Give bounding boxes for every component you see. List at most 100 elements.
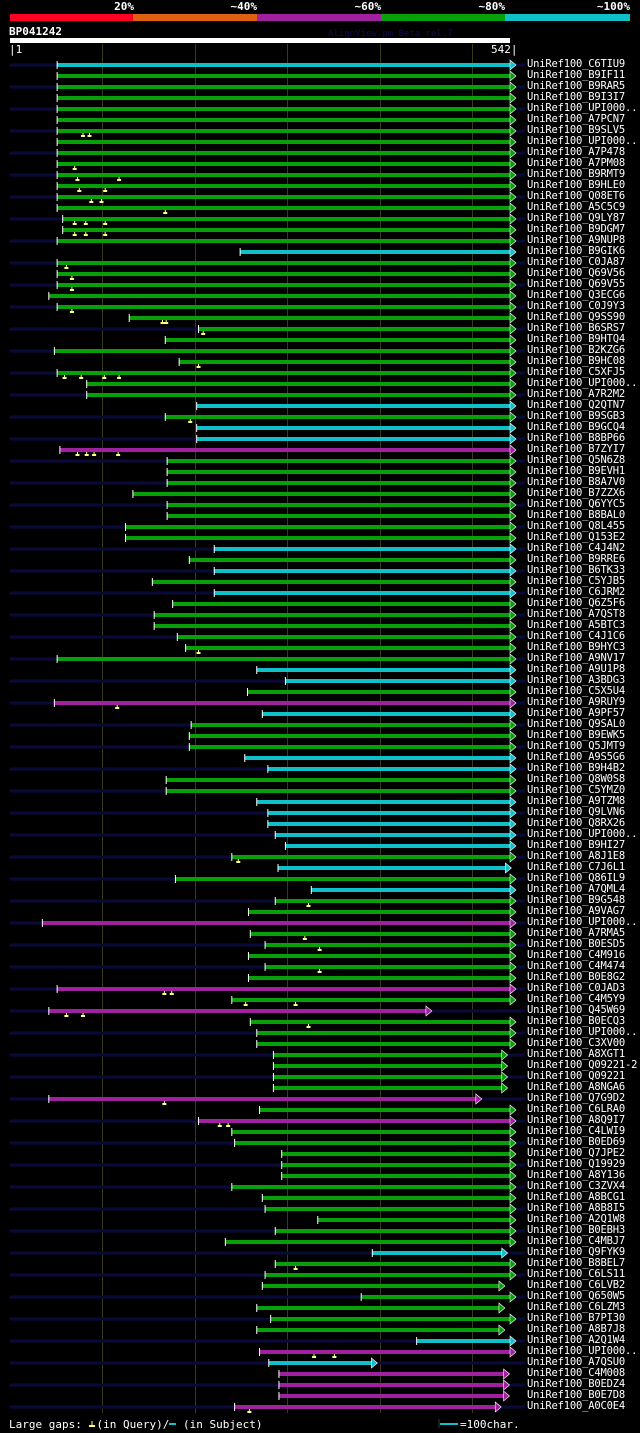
hit-label[interactable]: UniRef100_A2Q1W4 (527, 1334, 625, 1346)
hit-label[interactable]: UniRef100_A2Q1W8 (527, 1213, 625, 1225)
hit-label[interactable]: UniRef100_B7ZYI7 (527, 443, 625, 455)
hit-label[interactable]: UniRef100_Q86IL9 (527, 872, 625, 884)
hit-label[interactable]: UniRef100_Q7JPE2 (527, 1147, 625, 1159)
hit-label[interactable]: UniRef100_Q9LVN6 (527, 806, 625, 818)
hit-label[interactable]: UniRef100_C0J9Y3 (527, 300, 625, 312)
hit-label[interactable]: UniRef100_Q9SS90 (527, 311, 625, 323)
hit-label[interactable]: UniRef100_C6LS11 (527, 1268, 625, 1280)
hit-label[interactable]: UniRef100_B9GIK6 (527, 245, 625, 257)
hit-label[interactable]: UniRef100_Q69V56 (527, 267, 625, 279)
hit-label[interactable]: UniRef100_C5X5U4 (527, 685, 625, 697)
hit-label[interactable]: UniRef100_B9HC08 (527, 355, 625, 367)
hit-label[interactable]: UniRef100_C5XFJ5 (527, 366, 625, 378)
hit-label[interactable]: UniRef100_A5C5C9 (527, 201, 625, 213)
hit-label[interactable]: UniRef100_B8BEL7 (527, 1257, 625, 1269)
hit-label[interactable]: UniRef100_A7PCN7 (527, 113, 625, 125)
hit-label[interactable]: UniRef100_B2KZG6 (527, 344, 625, 356)
hit-label[interactable]: UniRef100_A8BCG1 (527, 1191, 625, 1203)
hit-label[interactable]: UniRef100_C4J4N2 (527, 542, 625, 554)
hit-label[interactable]: UniRef100_B9SLV5 (527, 124, 625, 136)
hit-label[interactable]: UniRef100_C5YMZ0 (527, 784, 625, 796)
hit-label[interactable]: UniRef100_Q69V55 (527, 278, 625, 290)
hit-label[interactable]: UniRef100_A7QSU0 (527, 1356, 625, 1368)
hit-label[interactable]: UniRef100_A3BDG3 (527, 674, 625, 686)
hit-label[interactable]: UniRef100_C6JRM2 (527, 586, 625, 598)
hit-label[interactable]: UniRef100_UPI000.. (527, 1345, 638, 1357)
hit-label[interactable]: UniRef100_B9HI27 (527, 839, 625, 851)
hit-label[interactable]: UniRef100_B0ESD5 (527, 938, 625, 950)
hit-label[interactable]: UniRef100_B6TK33 (527, 564, 625, 576)
hit-label[interactable]: UniRef100_B9HLE0 (527, 179, 625, 191)
hit-label[interactable]: UniRef100_B9HYC3 (527, 641, 625, 653)
hit-label[interactable]: UniRef100_B0ECQ3 (527, 1015, 625, 1027)
hit-label[interactable]: UniRef100_B9RMT9 (527, 168, 625, 180)
hit-label[interactable]: UniRef100_UPI000.. (527, 828, 638, 840)
hit-label[interactable]: UniRef100_C7J6L1 (527, 861, 625, 873)
hit-label[interactable]: UniRef100_C4MBJ7 (527, 1235, 625, 1247)
hit-label[interactable]: UniRef100_C4M916 (527, 949, 625, 961)
hit-label[interactable]: UniRef100_B9EVH1 (527, 465, 625, 477)
hit-label[interactable]: UniRef100_A9VAG7 (527, 905, 625, 917)
hit-label[interactable]: UniRef100_Q650W5 (527, 1290, 625, 1302)
hit-label[interactable]: UniRef100_A8Q9I7 (527, 1114, 625, 1126)
hit-label[interactable]: UniRef100_UPI000.. (527, 102, 638, 114)
hit-label[interactable]: UniRef100_C0JAD3 (527, 982, 625, 994)
hit-label[interactable]: UniRef100_UPI000.. (527, 377, 638, 389)
hit-label[interactable]: UniRef100_B6SRS7 (527, 322, 625, 334)
hit-label[interactable]: UniRef100_A7P478 (527, 146, 625, 158)
hit-label[interactable]: UniRef100_A7QML4 (527, 883, 625, 895)
hit-label[interactable]: UniRef100_Q6Z5F6 (527, 597, 625, 609)
hit-label[interactable]: UniRef100_A7QST8 (527, 608, 625, 620)
hit-label[interactable]: UniRef100_Q3ECG6 (527, 289, 625, 301)
hit-label[interactable]: UniRef100_A7R2M2 (527, 388, 625, 400)
hit-label[interactable]: UniRef100_B9HTQ4 (527, 333, 625, 345)
hit-label[interactable]: UniRef100_UPI000.. (527, 135, 638, 147)
hit-label[interactable]: UniRef100_A8XGT1 (527, 1048, 625, 1060)
hit-label[interactable]: UniRef100_B0EDZ4 (527, 1378, 625, 1390)
hit-label[interactable]: UniRef100_A9PF57 (527, 707, 625, 719)
hit-label[interactable]: UniRef100_Q45W69 (527, 1004, 625, 1016)
hit-label[interactable]: UniRef100_C4M008 (527, 1367, 625, 1379)
hit-label[interactable]: UniRef100_C0JA87 (527, 256, 625, 268)
hit-label[interactable]: UniRef100_C6LVB2 (527, 1279, 625, 1291)
hit-label[interactable]: UniRef100_B7PI30 (527, 1312, 625, 1324)
hit-label[interactable]: UniRef100_C3XV00 (527, 1037, 625, 1049)
hit-label[interactable]: UniRef100_A8B7J8 (527, 1323, 625, 1335)
hit-label[interactable]: UniRef100_Q5JMT9 (527, 740, 625, 752)
hit-label[interactable]: UniRef100_A8J1E8 (527, 850, 625, 862)
hit-label[interactable]: UniRef100_B9G548 (527, 894, 625, 906)
hit-label[interactable]: UniRef100_A9NUP8 (527, 234, 625, 246)
hit-label[interactable]: UniRef100_B9GCQ4 (527, 421, 625, 433)
hit-label[interactable]: UniRef100_B0ED69 (527, 1136, 625, 1148)
hit-label[interactable]: UniRef100_C3ZVX4 (527, 1180, 625, 1192)
hit-label[interactable]: UniRef100_Q153E2 (527, 531, 625, 543)
hit-label[interactable]: UniRef100_A8NGA6 (527, 1081, 625, 1093)
hit-label[interactable]: UniRef100_C6LZM3 (527, 1301, 625, 1313)
hit-label[interactable]: UniRef100_A7RMA5 (527, 927, 625, 939)
hit-label[interactable]: UniRef100_Q6YYC5 (527, 498, 625, 510)
hit-label[interactable]: UniRef100_B0EBH3 (527, 1224, 625, 1236)
hit-label[interactable]: UniRef100_Q09221 (527, 1070, 625, 1082)
hit-label[interactable]: UniRef100_B9SGB3 (527, 410, 625, 422)
hit-label[interactable]: UniRef100_UPI000.. (527, 1026, 638, 1038)
hit-label[interactable]: UniRef100_Q8W0S8 (527, 773, 625, 785)
hit-label[interactable]: UniRef100_B8A7V0 (527, 476, 625, 488)
hit-label[interactable]: UniRef100_Q8RX26 (527, 817, 625, 829)
hit-label[interactable]: UniRef100_A9U1P8 (527, 663, 625, 675)
hit-label[interactable]: UniRef100_B9I3I7 (527, 91, 625, 103)
hit-label[interactable]: UniRef100_Q9LY87 (527, 212, 625, 224)
hit-label[interactable]: UniRef100_Q08ET6 (527, 190, 625, 202)
hit-label[interactable]: UniRef100_B9IF11 (527, 69, 625, 81)
hit-label[interactable]: UniRef100_A8B8I5 (527, 1202, 625, 1214)
hit-label[interactable]: UniRef100_Q9SAL0 (527, 718, 625, 730)
hit-label[interactable]: UniRef100_A8Y136 (527, 1169, 625, 1181)
hit-label[interactable]: UniRef100_B7ZZX6 (527, 487, 625, 499)
hit-label[interactable]: UniRef100_Q7G9D2 (527, 1092, 625, 1104)
hit-label[interactable]: UniRef100_C4LWI9 (527, 1125, 625, 1137)
hit-label[interactable]: UniRef100_A7PM08 (527, 157, 625, 169)
hit-label[interactable]: UniRef100_A9RUY9 (527, 696, 625, 708)
hit-label[interactable]: UniRef100_Q8L455 (527, 520, 625, 532)
hit-label[interactable]: UniRef100_C4J1C6 (527, 630, 625, 642)
hit-label[interactable]: UniRef100_Q2QTN7 (527, 399, 625, 411)
hit-label[interactable]: UniRef100_B0E8G2 (527, 971, 625, 983)
